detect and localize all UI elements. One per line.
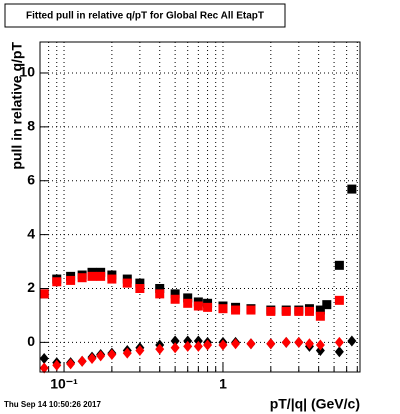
marker-square <box>135 278 145 288</box>
marker-square <box>107 274 117 284</box>
marker-diamond <box>193 340 203 352</box>
marker-square <box>96 271 106 281</box>
marker-square <box>334 260 344 270</box>
marker-diamond <box>52 359 62 371</box>
marker-diamond <box>203 339 213 351</box>
x-tick-label: 10⁻¹ <box>50 376 78 392</box>
marker-diamond <box>281 336 291 348</box>
marker-square <box>322 300 332 310</box>
marker-diamond <box>155 343 165 355</box>
y-axis-label: pull in relative q/pT <box>9 42 25 170</box>
x-tick-label: 1 <box>219 376 227 392</box>
marker-square <box>246 305 256 315</box>
marker-diamond <box>107 348 117 360</box>
marker-diamond <box>334 336 344 348</box>
marker-diamond <box>87 353 97 365</box>
marker-diamond <box>39 353 49 365</box>
y-tick-label: 10 <box>19 64 35 80</box>
marker-diamond <box>231 338 241 350</box>
timestamp: Thu Sep 14 10:50:26 2017 <box>4 400 101 409</box>
y-tick-label: 4 <box>27 225 35 241</box>
marker-diamond <box>246 338 256 350</box>
marker-square <box>170 294 180 304</box>
marker-diamond <box>294 336 304 348</box>
marker-square <box>170 289 180 299</box>
marker-diamond <box>266 338 276 350</box>
marker-square <box>39 289 49 299</box>
marker-diamond <box>39 362 49 374</box>
y-tick-label: 0 <box>27 333 35 349</box>
marker-square <box>231 305 241 315</box>
marker-diamond <box>170 342 180 354</box>
y-tick-label: 6 <box>27 171 35 187</box>
marker-diamond <box>77 355 87 367</box>
marker-square <box>122 278 132 288</box>
marker-square <box>334 295 344 305</box>
marker-diamond <box>218 339 228 351</box>
marker-square <box>52 277 62 287</box>
marker-diamond <box>96 350 106 362</box>
marker-square <box>218 304 228 314</box>
marker-square <box>315 305 325 315</box>
marker-diamond <box>315 339 325 351</box>
marker-square <box>266 306 276 316</box>
marker-square <box>155 283 165 293</box>
y-tick-label: 2 <box>27 279 35 295</box>
y-tick-label: 8 <box>27 118 35 134</box>
marker-square <box>77 273 87 283</box>
marker-square <box>193 301 203 311</box>
marker-square <box>183 298 193 308</box>
marker-square <box>155 289 165 299</box>
marker-square <box>304 306 314 316</box>
marker-square <box>66 275 76 285</box>
marker-diamond <box>334 346 344 358</box>
x-axis-label: pT/|q| (GeV/c) <box>270 396 360 412</box>
marker-square <box>87 271 97 281</box>
marker-diamond <box>135 344 145 356</box>
marker-square <box>183 293 193 303</box>
chart-title: Fitted pull in relative q/pT for Global … <box>26 11 264 22</box>
marker-square <box>135 283 145 293</box>
plot-area: 0 2 4 6 8 10 10⁻¹ 1 <box>19 42 360 392</box>
marker-diamond <box>66 358 76 370</box>
marker-diamond <box>170 335 180 347</box>
marker-diamond <box>304 338 314 350</box>
marker-diamond <box>347 335 357 347</box>
marker-square <box>203 302 213 312</box>
title-box <box>4 3 286 28</box>
marker-square <box>315 311 325 321</box>
marker-diamond <box>183 340 193 352</box>
marker-square <box>347 184 357 194</box>
marker-square <box>281 306 291 316</box>
frame <box>39 41 361 373</box>
marker-square <box>294 306 304 316</box>
marker-diamond <box>122 347 132 359</box>
